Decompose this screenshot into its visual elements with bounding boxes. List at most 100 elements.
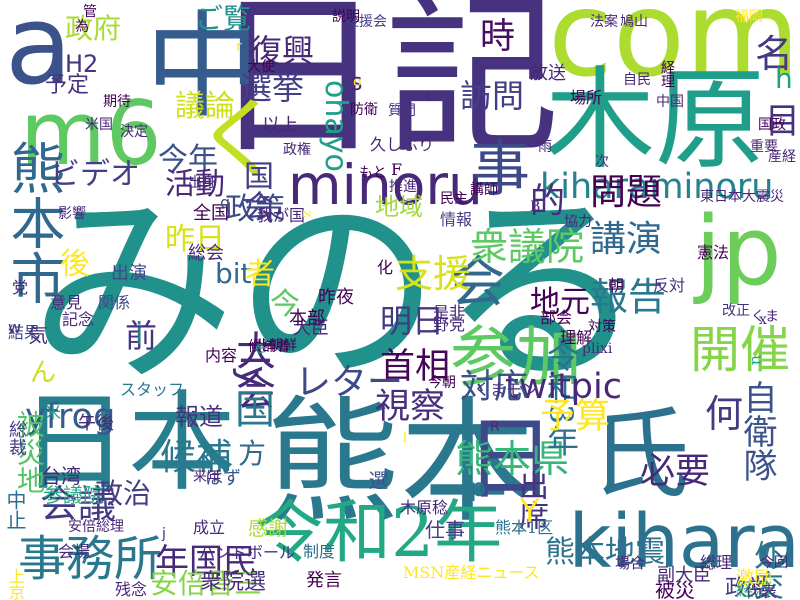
word-66-4e885b9a: 予定 <box>45 73 90 98</box>
word-194-r: r <box>236 39 242 55</box>
word-1-65e58a18: 日記 <box>210 0 560 179</box>
word-176-8aac660e: 説明 <box>332 9 360 25</box>
word-18-4e8b52d96240: 事務所 <box>18 531 163 587</box>
word-79-5f8c: 後 <box>60 247 90 282</box>
word-92-4ee38868: 代表 <box>745 582 778 600</box>
word-41-30ec30bf30fc: レター <box>295 362 404 403</box>
word-119-4e0a4eac: 上京 <box>6 568 25 600</box>
word-114-7dcf88c1: 総裁 <box>6 420 27 456</box>
word-49-501988dc: 候補 <box>160 437 233 478</box>
word-0-307f306e308b: みのる <box>30 173 645 411</box>
word-74-662865e5: 昨日 <box>165 222 225 257</box>
word-178-59274f7f: 大使 <box>247 59 275 75</box>
word-186-6cd56848: 法案 <box>590 14 618 30</box>
word-73-s: s <box>350 68 363 96</box>
word-129-7dcf4f1a: 総会 <box>188 243 224 264</box>
word-170-9632885b: 防衛 <box>350 102 378 118</box>
word-105-7dcf7406: 総理 <box>700 553 733 572</box>
word-158-5354529b: 協力 <box>564 214 592 230</box>
word-83-y: Y <box>520 492 540 530</box>
word-85-65b9: 方 <box>238 437 267 470</box>
word-22-kiharaminoru: kiharaminoru <box>540 167 774 207</box>
word-111-53f06e7e: 台湾 <box>41 464 81 488</box>
word-150-x: x <box>759 312 767 328</box>
word-169-4e4530573076308a: 久しぶり <box>370 135 435 154</box>
word-181-6c7a5b9a: 決定 <box>120 124 148 140</box>
word-197-r: R <box>490 419 500 435</box>
word-132-672c90e8: 本部 <box>289 308 325 329</box>
word-63-653f5e9c: 政府 <box>65 12 122 45</box>
word-87-88ab707d: 被災 <box>655 578 695 600</box>
word-34-660e65e5: 明日 <box>380 302 445 340</box>
word-116-6728539f7a14: 木原稔 <box>400 498 449 517</box>
word-48-56fd: 国 <box>235 387 275 433</box>
word-142-304f307e30e230f3: くまモン <box>474 380 539 399</box>
word-39-554f984c: 問題 <box>590 172 663 213</box>
word-175-5f8c63f44f1a: 後援会 <box>345 14 387 30</box>
word-103-306f305a: はず <box>205 468 241 489</box>
word-44-5bfe5fdc: 対応 <box>460 367 528 407</box>
word-77-8005: 者 <box>245 257 275 292</box>
word-4-com: com <box>547 0 800 103</box>
word-182-671f5f85: 期待 <box>103 94 131 110</box>
word-31-88468b709662: 衆議院 <box>470 225 585 269</box>
word-67-4eca5e74: 今年 <box>158 142 218 177</box>
word-81-i: i <box>135 317 144 352</box>
word-138-5316: 化 <box>377 258 394 277</box>
word-112-53c28b709662: 参議院 <box>43 483 103 507</box>
word-122-610f898b: 意見 <box>50 293 83 312</box>
word-118-5b89500d7dcf7406: 安倍総理 <box>68 519 124 535</box>
word-162-56fd653f: 国政 <box>758 117 786 133</box>
word-108-52365ea6: 制度 <box>303 542 336 561</box>
word-29-yfrog: yfrog <box>25 397 116 437</box>
word-160-91cd8981: 重要 <box>750 139 778 155</box>
word-100-718a672c1533a: 熊本1区 <box>495 518 554 537</box>
word-97-884696629078: 衆院選 <box>200 570 267 595</box>
word-115-7c73: 米 <box>45 403 62 422</box>
word-32-ly: ly <box>232 355 276 389</box>
word-151-304f307e: くま <box>751 309 779 325</box>
word-70-653f7b56: 政策 <box>225 192 285 227</box>
word-50-4f1a8b70: 会議 <box>40 482 117 526</box>
word-127-51fa6f14: 出演 <box>111 263 147 284</box>
word-124-515a: 党 <box>12 278 29 297</box>
word-152-677165e5672c59279707707d: 東日本大震災 <box>700 189 784 205</box>
word-9-jp: jp <box>695 197 782 307</box>
word-72-ohayo: ohayo <box>318 80 353 172</box>
word-26-51fa5e2d: 出席 <box>513 470 548 530</box>
word-193-u: u <box>748 355 767 366</box>
word-93-9078: 選 <box>365 470 389 490</box>
word-30-twitpic: twitpic <box>505 367 622 407</box>
word-64-305489a7: ご覧 <box>195 2 252 35</box>
word-80-524d: 前 <box>125 317 158 355</box>
word-183-70ba: 為 <box>75 19 89 35</box>
word-177-653e9001: 放送 <box>530 63 566 84</box>
word-185-5f7197ff: 影響 <box>58 206 86 222</box>
word-47-4f55: 何 <box>705 392 744 436</box>
word-159-6b21: 次 <box>595 154 609 170</box>
word-46-5fc58981: 必要 <box>640 452 711 492</box>
word-38-8b1b6f14: 講演 <box>590 219 663 260</box>
word-98-msn75237d4c30cb30e530fc30b9: MSN産経ニュース <box>403 563 540 582</box>
word-167-63a89032: 推進 <box>389 179 417 195</box>
word-56-5fa98208: 復興 <box>250 32 315 70</box>
word-165-96e8: 雨 <box>538 139 552 155</box>
word-14-minoru: minoru <box>288 153 483 217</box>
word-179-4ee54e0a: 以上 <box>262 115 298 136</box>
word-3-4e2d: 中 <box>145 0 261 134</box>
word-187-9ce95c71: 鳩山 <box>620 14 648 30</box>
word-117-4f1a5834: 会場 <box>58 542 91 561</box>
word-59-6642: 時 <box>480 17 516 57</box>
word-71-56fd4f1a: 国会 <box>238 160 273 220</box>
word-184-7ba1: 管 <box>83 4 97 20</box>
word-61-76ee: 目 <box>764 102 800 142</box>
word-107-58345408: 場合 <box>615 554 646 572</box>
word-42-59274f1a: 大会 <box>229 330 275 410</box>
word-163-4e2d56fd: 中国 <box>656 94 684 110</box>
word-157-b: B <box>530 199 541 215</box>
word-106-4eca56de: 今回 <box>760 555 788 571</box>
word-121-6c17: 気 <box>28 323 48 347</box>
word-173-6211304c56fd: 我が国 <box>257 206 306 225</box>
word-146-90e84f1a: 部会 <box>540 308 573 327</box>
